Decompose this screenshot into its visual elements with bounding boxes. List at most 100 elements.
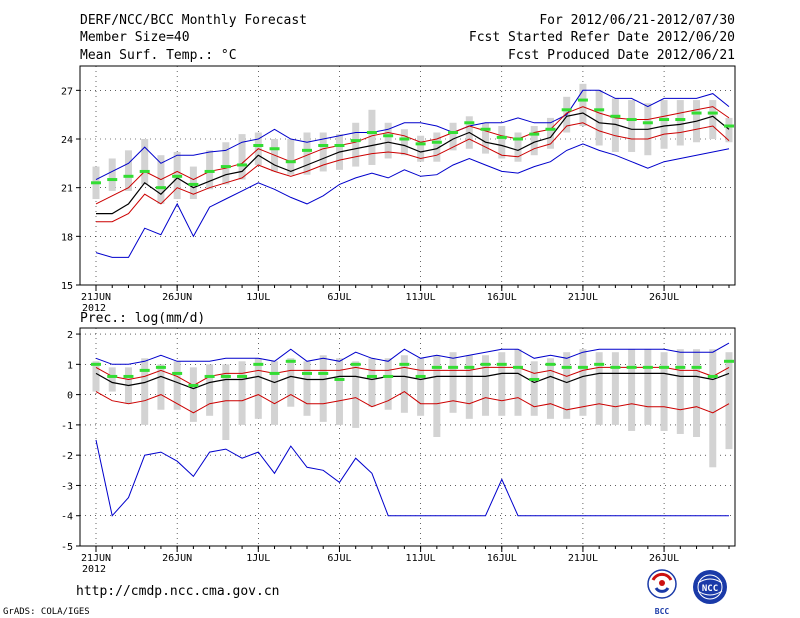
ensemble-box [709, 349, 717, 468]
footer-url: http://cmdp.ncc.cma.gov.cn [76, 584, 280, 599]
series-spread_hi [95, 366, 730, 387]
bcc-logo: BCC [647, 569, 677, 616]
ensemble-box [725, 117, 733, 143]
series-mean [96, 112, 730, 215]
figure-title: DERF/NCC/BCC Monthly Forecast [80, 13, 307, 28]
y-tick-label: 0 [67, 391, 73, 402]
grads-credit: GrADS: COLA/IGES [3, 607, 90, 617]
ensemble-box [92, 361, 100, 392]
ensemble-box [595, 90, 603, 146]
ensemble-box [108, 367, 116, 392]
ensemble-box [384, 122, 392, 159]
ensemble-box [303, 132, 311, 175]
ensemble-box [173, 361, 181, 410]
ensemble-box [384, 358, 392, 410]
ensemble-box [368, 358, 376, 407]
ensemble-box [660, 100, 668, 149]
x-tick-label: 26JUN [162, 292, 192, 303]
y-tick-label: -4 [61, 512, 73, 523]
ensemble-box [400, 129, 408, 156]
temperature-panel: 15 18 21 24 27 21JUN 26JUN 1JUL 6JUL 11JUL 16JUL 21… [61, 65, 736, 314]
series-upper [95, 89, 730, 181]
ensemble-box [222, 364, 230, 441]
x-tick-label: 26JUL [649, 553, 679, 564]
ncc-logo-label: NCC [702, 584, 718, 594]
member-size: Member Size=40 [80, 30, 190, 45]
ensemble-box [108, 158, 116, 191]
ensemble-box [628, 349, 636, 431]
series-spread_lo [95, 391, 730, 414]
ensemble-box [433, 132, 441, 162]
x-tick-label: 6JUL [327, 292, 351, 303]
y-tick-label: 27 [61, 86, 73, 97]
produced-date: Fcst Produced Date 2012/06/21 [508, 48, 735, 63]
y-tick-label: 2 [67, 330, 73, 341]
y-tick-label: 24 [61, 135, 73, 146]
y-tick-label: -5 [61, 542, 73, 553]
ensemble-box [530, 126, 538, 156]
ensemble-box [482, 122, 490, 154]
ensemble-box [563, 352, 571, 419]
series-spread_hi [95, 106, 730, 205]
y-tick-label: 18 [61, 232, 73, 243]
ensemble-box [693, 349, 701, 437]
x-tick-label: 11JUL [406, 292, 436, 303]
ensemble-box [271, 361, 279, 425]
ensemble-box [206, 150, 214, 190]
ensemble-box [725, 352, 733, 450]
ensemble-box [352, 361, 360, 428]
x-year-label: 2012 [82, 303, 106, 314]
forecast-period: For 2012/06/21-2012/07/30 [539, 13, 735, 28]
ensemble-box [709, 100, 717, 139]
ensemble-box [530, 361, 538, 416]
series-upper [95, 342, 730, 365]
ensemble-box [546, 117, 554, 149]
ensemble-box [449, 122, 457, 151]
ensemble-box [303, 361, 311, 416]
ensemble-box [595, 352, 603, 425]
ensemble-box [676, 100, 684, 146]
series-mean [95, 372, 730, 390]
ensemble-box [352, 122, 360, 167]
x-tick-label: 21JUN [81, 292, 111, 303]
series-spread_lo [96, 122, 730, 223]
ensemble-box [238, 361, 246, 425]
ensemble-box [433, 355, 441, 437]
y-tick-label: -1 [61, 421, 73, 432]
ensemble-box [611, 352, 619, 425]
ensemble-box [514, 349, 522, 416]
ensemble-box [611, 98, 619, 152]
ensemble-box [287, 358, 295, 407]
x-tick-label: 1JUL [246, 292, 270, 303]
ensemble-box [141, 358, 149, 425]
x-tick-label: 21JUL [568, 292, 598, 303]
x-tick-label: 16JUL [487, 553, 517, 564]
y-tick-label: 15 [61, 281, 73, 292]
ensemble-box [319, 355, 327, 422]
ensemble-box [417, 358, 425, 416]
ensemble-box [498, 126, 506, 159]
precip-panel-title: Prec.: log(mm/d) [80, 311, 205, 326]
variable-label: Mean Surf. Temp.: °C [80, 48, 237, 63]
ensemble-box [189, 367, 197, 422]
y-tick-label: 1 [67, 360, 73, 371]
x-tick-label: 26JUN [162, 553, 192, 564]
ensemble-box [287, 139, 295, 175]
ensemble-box [628, 100, 636, 152]
x-tick-label: 26JUL [649, 292, 679, 303]
y-tick-label: -3 [61, 481, 73, 492]
ensemble-box [254, 358, 262, 419]
ensemble-box [579, 83, 587, 127]
ensemble-box [222, 142, 230, 185]
started-date: Fcst Started Refer Date 2012/06/20 [469, 30, 735, 45]
bcc-logo-label: BCC [655, 607, 670, 616]
ensemble-box [206, 364, 214, 416]
ensemble-box [335, 358, 343, 425]
ensemble-box [498, 352, 506, 416]
plot-frame [79, 327, 736, 547]
precipitation-panel: -5 -4 -3 -2 -1 0 1 2 21JUN 26JUN 1JUL 6JUL 11JUL 16JU… [61, 327, 736, 575]
ensemble-box [514, 132, 522, 162]
ensemble-box [482, 355, 490, 416]
ensemble-box [319, 132, 327, 172]
x-tick-label: 21JUL [568, 553, 598, 564]
